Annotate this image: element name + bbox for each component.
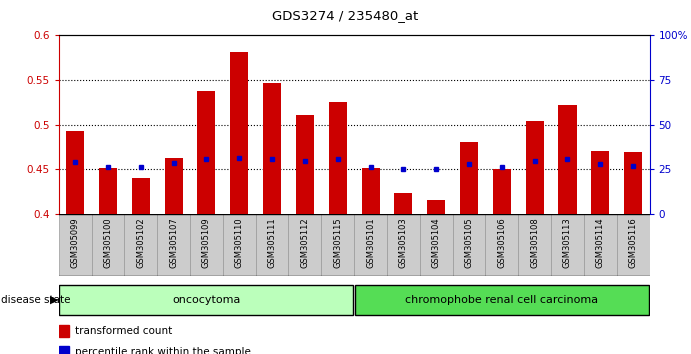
Bar <box>616 214 650 276</box>
Text: ▶: ▶ <box>50 295 58 305</box>
Text: GSM305101: GSM305101 <box>366 217 375 268</box>
Bar <box>591 151 609 214</box>
Text: GSM305106: GSM305106 <box>498 217 507 268</box>
Bar <box>321 214 354 276</box>
Bar <box>230 52 248 214</box>
Bar <box>427 200 445 214</box>
Text: GDS3274 / 235480_at: GDS3274 / 235480_at <box>272 9 419 22</box>
Text: GSM305109: GSM305109 <box>202 217 211 268</box>
Text: transformed count: transformed count <box>75 326 172 336</box>
Text: GSM305100: GSM305100 <box>104 217 113 268</box>
Bar <box>395 193 413 214</box>
Bar <box>289 214 321 276</box>
Bar <box>190 214 223 276</box>
Text: GSM305111: GSM305111 <box>267 217 276 268</box>
Bar <box>518 214 551 276</box>
Bar <box>66 131 84 214</box>
Bar <box>419 214 453 276</box>
Text: GSM305115: GSM305115 <box>333 217 342 268</box>
Bar <box>157 214 190 276</box>
Bar <box>296 115 314 214</box>
Bar <box>354 214 387 276</box>
Bar <box>584 214 616 276</box>
Bar <box>485 214 518 276</box>
Text: chromophobe renal cell carcinoma: chromophobe renal cell carcinoma <box>406 295 598 305</box>
Text: percentile rank within the sample: percentile rank within the sample <box>75 347 251 354</box>
Bar <box>91 214 124 276</box>
Bar <box>124 214 158 276</box>
Bar <box>99 168 117 214</box>
Text: GSM305114: GSM305114 <box>596 217 605 268</box>
Text: GSM305103: GSM305103 <box>399 217 408 268</box>
Text: GSM305110: GSM305110 <box>235 217 244 268</box>
Bar <box>526 121 544 214</box>
FancyBboxPatch shape <box>354 285 649 315</box>
Bar <box>132 177 150 214</box>
Bar <box>361 168 379 214</box>
Bar <box>59 346 69 354</box>
Bar <box>551 214 584 276</box>
Bar <box>558 105 576 214</box>
Text: GSM305102: GSM305102 <box>136 217 145 268</box>
Bar <box>329 102 347 214</box>
Text: GSM305099: GSM305099 <box>70 217 79 268</box>
Bar <box>59 325 69 337</box>
Text: GSM305104: GSM305104 <box>432 217 441 268</box>
Bar <box>223 214 256 276</box>
Bar <box>164 158 182 214</box>
Bar <box>493 169 511 214</box>
Bar <box>263 83 281 214</box>
Bar <box>59 214 91 276</box>
Bar <box>387 214 419 276</box>
Text: GSM305105: GSM305105 <box>464 217 473 268</box>
FancyBboxPatch shape <box>59 285 354 315</box>
Text: GSM305113: GSM305113 <box>563 217 572 268</box>
Bar <box>453 214 485 276</box>
Text: disease state: disease state <box>1 295 71 305</box>
Bar <box>624 153 642 214</box>
Bar <box>256 214 289 276</box>
Text: GSM305116: GSM305116 <box>629 217 638 268</box>
Bar <box>198 91 216 214</box>
Bar <box>460 142 478 214</box>
Text: GSM305107: GSM305107 <box>169 217 178 268</box>
Text: oncocytoma: oncocytoma <box>172 295 240 305</box>
Text: GSM305108: GSM305108 <box>530 217 539 268</box>
Text: GSM305112: GSM305112 <box>301 217 310 268</box>
